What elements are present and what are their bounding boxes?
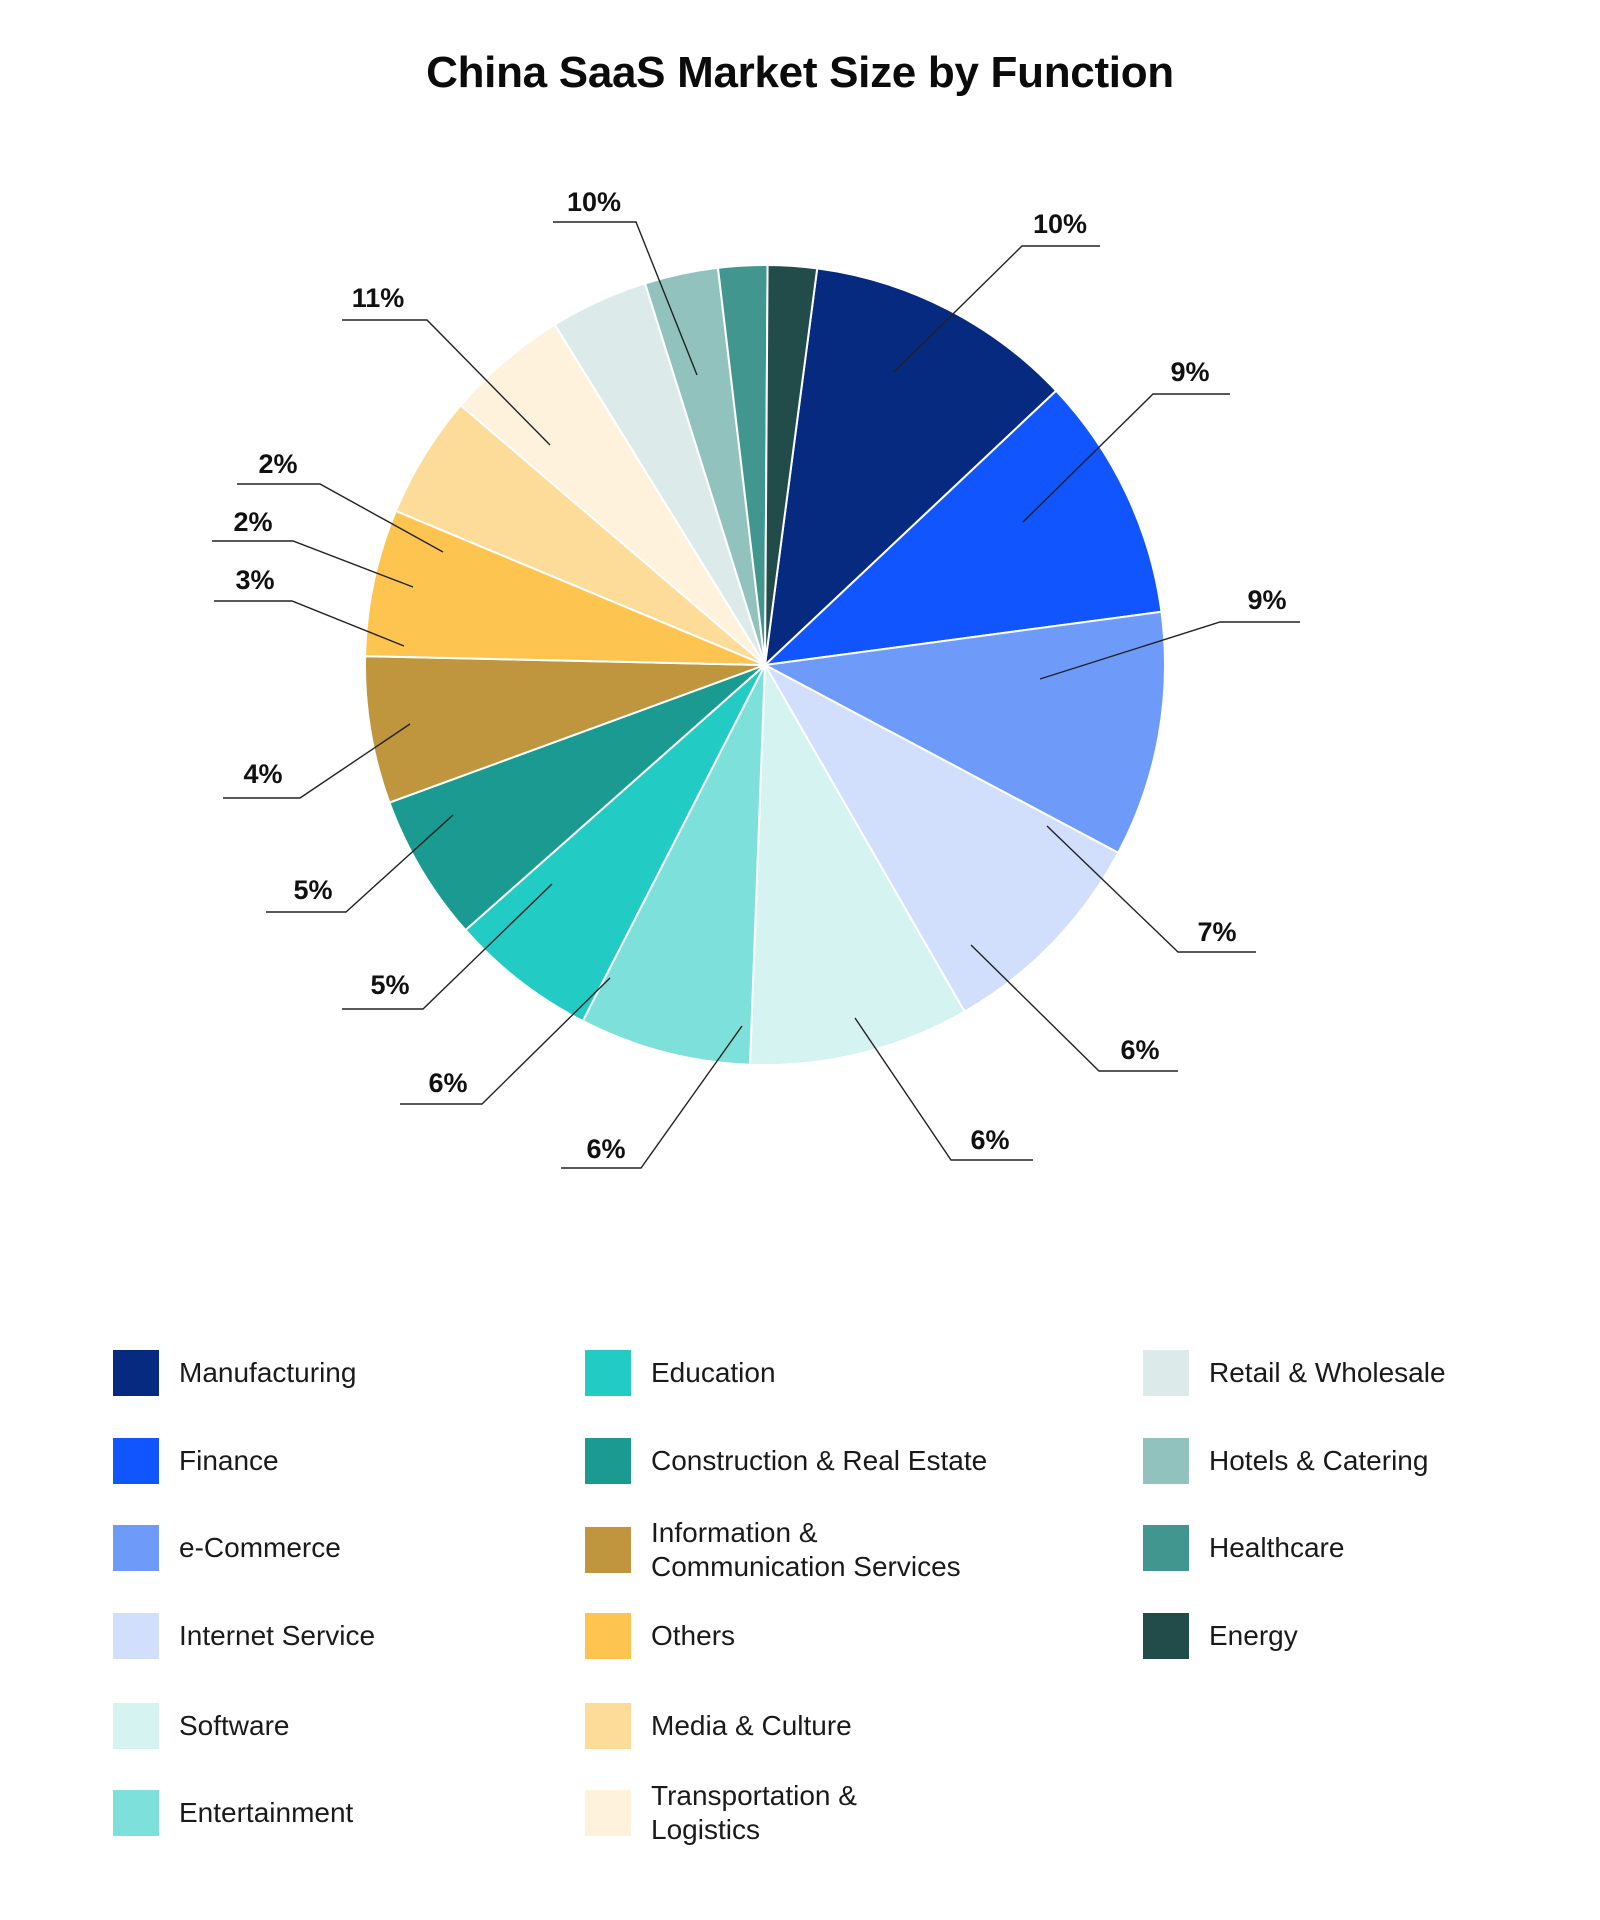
legend-label: Internet Service [179,1620,376,1651]
leader-line-transportation-and-logistics [266,814,454,913]
leader-line-e-commerce [893,245,1100,373]
leader-line-entertainment [1046,825,1256,953]
leader-line-energy [237,483,444,553]
leader-line-others [400,977,611,1105]
leader-line-manufacturing [342,319,551,446]
legend-label: Healthcare [1209,1532,1345,1563]
pie-slice-information-and-communication-services [364,655,766,804]
legend-label: Education [651,1357,776,1388]
legend-swatch [113,1613,159,1659]
legend-label: Retail & Wholesale [1209,1357,1446,1388]
data-label-others: 6% [428,1068,467,1098]
leader-line-healthcare [212,540,414,588]
legend-label: Entertainment [179,1797,354,1828]
legend-swatch [1143,1525,1189,1571]
leader-line-software [1039,621,1300,680]
legend-swatch [585,1350,631,1396]
legend-label: Media & Culture [651,1710,852,1741]
data-label-healthcare: 2% [233,507,272,537]
leader-line-retail-and-wholesale [223,723,411,799]
leader-line-construction-and-real-estate [854,1017,1033,1161]
data-label-education: 6% [1120,1035,1159,1065]
pie-chart: 11% 10% 10% 9% 9% 7% 6% 6% 6% 6% 5% 5% 4% 3% 2% 2% [212,187,1300,1169]
data-label-entertainment: 7% [1197,917,1236,947]
pie-slice-e-commerce [761,610,1166,855]
pie-slice-education [464,664,766,1023]
legend-label: Transportation & Logistics [651,1780,857,1845]
data-label-energy: 2% [258,449,297,479]
legend-label: Energy [1209,1620,1298,1651]
legend-label: Manufacturing [179,1357,357,1388]
legend-swatch [113,1350,159,1396]
data-label-manufacturing: 11% [352,283,405,313]
pie-slice-finance [762,389,1163,667]
legend-label: Information & Communication Services [651,1517,961,1582]
legend-swatch [585,1790,631,1836]
leader-line-internet-service [1022,393,1230,523]
pie-slice-others [364,509,766,666]
data-label-hotels-and-catering: 3% [235,565,274,595]
legend-swatch [585,1703,631,1749]
chart-title: China SaaS Market Size by Function [426,48,1174,97]
legend-label: Hotels & Catering [1209,1445,1429,1476]
leader-line-education [970,944,1178,1072]
legend-swatch [585,1438,631,1484]
legend-swatch [1143,1350,1189,1396]
legend-swatch [585,1527,631,1573]
pie-slice-internet-service [762,662,1120,1014]
pie-slice-entertainment [581,664,766,1066]
data-label-finance: 10% [567,187,621,217]
leader-line-media-and-culture [342,883,553,1010]
legend-swatch [113,1790,159,1836]
pie-slice-software [748,661,966,1067]
pie-slice-manufacturing [763,267,1058,668]
legend-swatch [585,1613,631,1659]
legend-swatch [113,1438,159,1484]
legend-label: Finance [179,1445,279,1476]
legend-swatch [113,1525,159,1571]
data-label-information-and-communication-services: 6% [586,1134,625,1164]
legend-label: Construction & Real Estate [651,1445,988,1476]
legend-swatch [1143,1613,1189,1659]
legend-swatch [1143,1438,1189,1484]
legend-label: Others [651,1620,736,1651]
leader-line-information-and-communication-services [561,1025,743,1169]
data-label-construction-and-real-estate: 6% [970,1125,1009,1155]
legend-label: Software [179,1710,290,1741]
legend-swatch [113,1703,159,1749]
pie-slice-construction-and-real-estate [388,664,766,932]
data-label-software: 9% [1247,585,1286,615]
leader-line-finance [553,221,698,376]
leader-line-hotels-and-catering [214,600,405,647]
pie-slice-energy [764,264,819,666]
data-label-retail-and-wholesale: 4% [243,759,282,789]
legend-label: e-Commerce [179,1532,341,1563]
data-label-transportation-and-logistics: 5% [293,875,332,905]
data-label-internet-service: 9% [1170,357,1209,387]
data-label-e-commerce: 10% [1033,209,1087,239]
data-label-media-and-culture: 5% [370,970,409,1000]
